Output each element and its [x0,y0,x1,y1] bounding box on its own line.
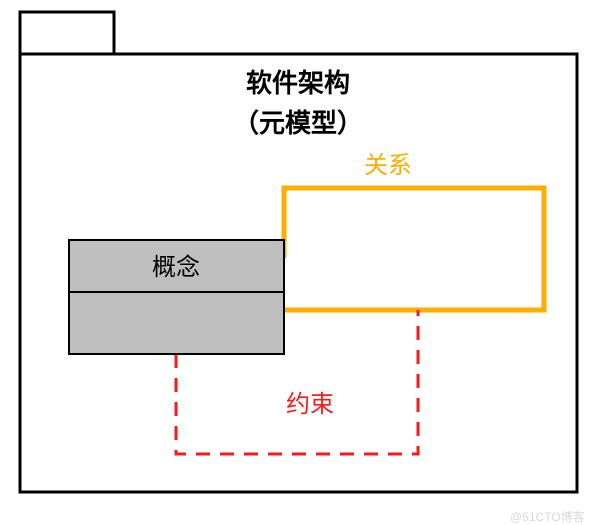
diagram-canvas: 软件架构 （元模型） 概念 关系 约束 [0,0,600,523]
class-box-label: 概念 [152,254,200,281]
relation-label: 关系 [364,152,412,179]
constraint-label: 约束 [286,391,334,418]
package-subtitle: （元模型） [233,108,363,138]
package-tab [20,12,114,54]
package-title: 软件架构 [246,68,350,98]
watermark: @51CTO博客 [510,508,585,525]
